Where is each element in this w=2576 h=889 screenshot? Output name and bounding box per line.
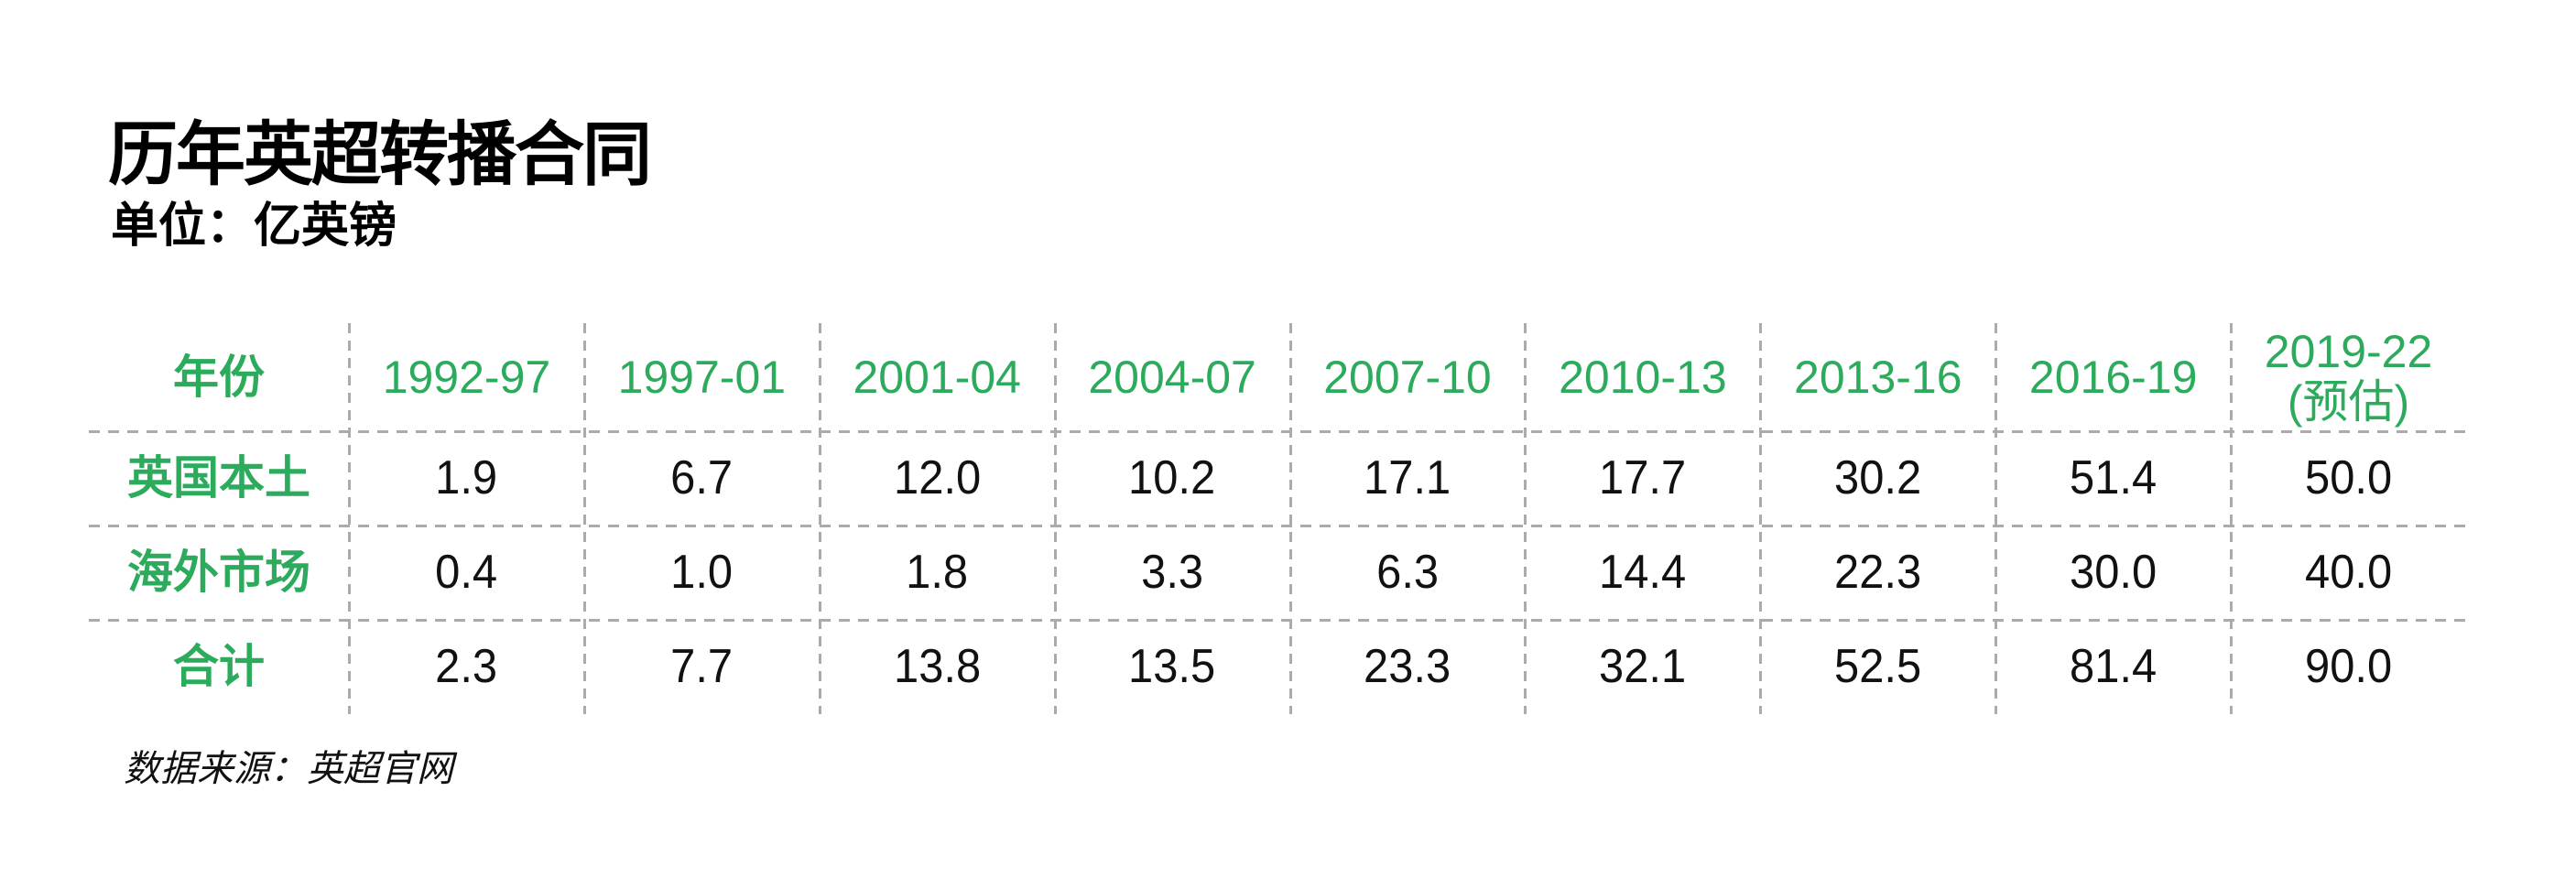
table-cell-value: 17.1 bbox=[1364, 450, 1451, 504]
table-cell-value: 30.2 bbox=[1834, 450, 1922, 504]
table-cell-value: 10.2 bbox=[1128, 450, 1216, 504]
data-source-note: 数据来源：英超官网 bbox=[124, 749, 453, 789]
row-label: 合计 bbox=[173, 641, 265, 692]
table-cell-value: 32.1 bbox=[1599, 639, 1687, 693]
column-header-period: 1992-97 bbox=[382, 351, 551, 403]
table-cell-value: 0.4 bbox=[435, 545, 498, 599]
row-label: 英国本土 bbox=[127, 452, 310, 504]
column-separator bbox=[2230, 323, 2234, 714]
column-header-period: 1997-01 bbox=[617, 351, 787, 403]
column-separator bbox=[582, 323, 586, 714]
table-cell-value: 50.0 bbox=[2304, 450, 2393, 504]
row-separator bbox=[89, 525, 2466, 527]
column-separator bbox=[1994, 323, 1998, 714]
table-cell-value: 1.8 bbox=[906, 545, 969, 599]
page-title: 历年英超转播合同 bbox=[108, 116, 652, 194]
table-cell-value: 90.0 bbox=[2304, 639, 2393, 693]
row-label: 海外市场 bbox=[127, 547, 310, 598]
table-cell-value: 7.7 bbox=[670, 639, 734, 693]
table-cell-value: 51.4 bbox=[2070, 450, 2158, 504]
table-cell-value: 6.7 bbox=[670, 450, 734, 504]
table-cell-value: 1.9 bbox=[435, 450, 498, 504]
table-cell-value: 1.0 bbox=[670, 545, 734, 599]
column-separator bbox=[348, 323, 351, 714]
corner-header-year: 年份 bbox=[173, 351, 265, 403]
column-header-period: 2016-19 bbox=[2028, 351, 2198, 403]
column-header-period: 2013-16 bbox=[1794, 351, 1962, 403]
broadcast-contracts-table: 年份 1992-97 1997-01 2001-04 2004-07 2007-10 20… bbox=[89, 323, 2466, 714]
table-cell-value: 2.3 bbox=[435, 639, 498, 693]
row-separator bbox=[89, 619, 2466, 622]
column-header-period: 2004-07 bbox=[1088, 351, 1256, 403]
column-header-period: 2019-22 (预估) bbox=[2264, 326, 2433, 428]
unit-label: 单位：亿英镑 bbox=[111, 200, 397, 253]
table-grid: 年份 1992-97 1997-01 2001-04 2004-07 2007-10 20… bbox=[89, 323, 2466, 714]
column-separator bbox=[1759, 323, 1763, 714]
table-cell-value: 52.5 bbox=[1834, 639, 1922, 693]
table-cell-value: 13.5 bbox=[1128, 639, 1216, 693]
table-cell-value: 81.4 bbox=[2070, 639, 2158, 693]
column-separator bbox=[1288, 323, 1292, 714]
column-header-period: 2010-13 bbox=[1559, 351, 1727, 403]
table-cell-value: 40.0 bbox=[2304, 545, 2393, 599]
table-cell-value: 12.0 bbox=[893, 450, 981, 504]
table-cell-value: 6.3 bbox=[1376, 545, 1439, 599]
table-cell-value: 3.3 bbox=[1141, 545, 1204, 599]
table-cell-value: 22.3 bbox=[1834, 545, 1922, 599]
column-separator bbox=[818, 323, 821, 714]
column-separator bbox=[1053, 323, 1057, 714]
table-cell-value: 30.0 bbox=[2070, 545, 2158, 599]
column-separator bbox=[1524, 323, 1527, 714]
column-header-period: 2001-04 bbox=[853, 351, 1021, 403]
table-cell-value: 14.4 bbox=[1599, 545, 1687, 599]
table-cell-value: 23.3 bbox=[1364, 639, 1451, 693]
table-cell-value: 17.7 bbox=[1599, 450, 1687, 504]
column-header-period: 2007-10 bbox=[1323, 351, 1492, 403]
table-cell-value: 13.8 bbox=[893, 639, 981, 693]
row-separator bbox=[89, 430, 2466, 433]
